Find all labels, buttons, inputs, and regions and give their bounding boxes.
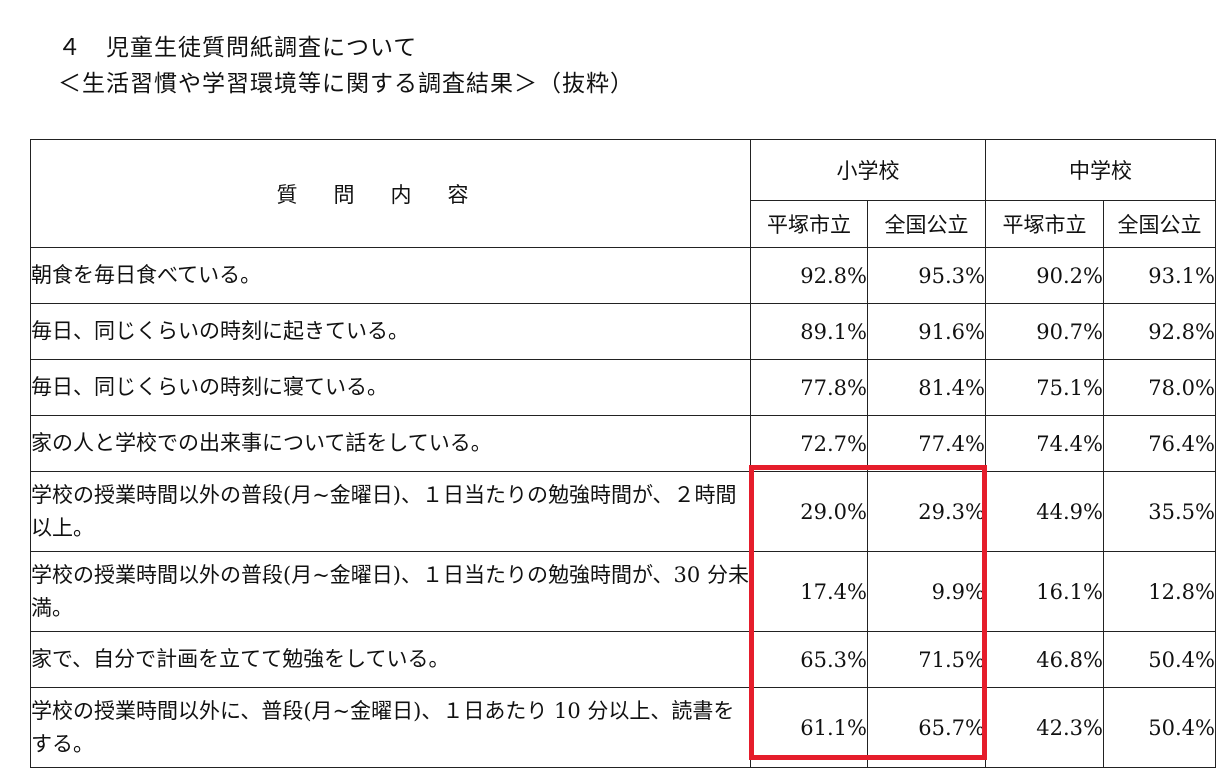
table-row: 家で、自分で計画を立てて勉強をしている。 65.3% 71.5% 46.8% 5…	[30, 631, 1216, 688]
value-elementary-city: 61.1%	[750, 687, 868, 768]
row-question: 朝食を毎日食べている。	[30, 247, 751, 304]
value-junior-city: 46.8%	[985, 631, 1104, 688]
value-junior-national: 76.4%	[1103, 415, 1216, 472]
value-junior-national: 92.8%	[1103, 303, 1216, 360]
row-question: 学校の授業時間以外の普段(月~金曜日)、１日当たりの勉強時間が、２時間以上。	[30, 471, 751, 552]
value-junior-city: 75.1%	[985, 359, 1104, 416]
table-row: 学校の授業時間以外に、普段(月~金曜日)、１日あたり 10 分以上、読書をする。…	[30, 687, 1216, 768]
section-subheading: ＜生活習慣や学習環境等に関する調査結果＞（抜粋）	[58, 71, 634, 97]
value-junior-national: 12.8%	[1103, 551, 1216, 632]
table-row: 毎日、同じくらいの時刻に起きている。 89.1% 91.6% 90.7% 92.…	[30, 303, 1216, 360]
header-elementary-national: 全国公立	[867, 200, 986, 248]
value-elementary-city: 77.8%	[750, 359, 868, 416]
value-junior-city: 74.4%	[985, 415, 1104, 472]
value-elementary-national: 71.5%	[867, 631, 986, 688]
row-question: 学校の授業時間以外に、普段(月~金曜日)、１日あたり 10 分以上、読書をする。	[30, 687, 751, 768]
table-row: 朝食を毎日食べている。 92.8% 95.3% 90.2% 93.1%	[30, 247, 1216, 304]
value-junior-city: 44.9%	[985, 471, 1104, 552]
value-elementary-national: 77.4%	[867, 415, 986, 472]
value-junior-city: 16.1%	[985, 551, 1104, 632]
value-elementary-city: 92.8%	[750, 247, 868, 304]
row-question: 家の人と学校での出来事について話をしている。	[30, 415, 751, 472]
value-junior-city: 90.2%	[985, 247, 1104, 304]
header-junior-national: 全国公立	[1103, 200, 1216, 248]
row-question: 毎日、同じくらいの時刻に寝ている。	[30, 359, 751, 416]
table-row: 学校の授業時間以外の普段(月~金曜日)、１日当たりの勉強時間が、30 分未満。 …	[30, 551, 1216, 632]
value-elementary-city: 72.7%	[750, 415, 868, 472]
section-heading: ４ 児童生徒質問紙調査について	[58, 35, 418, 61]
value-junior-national: 78.0%	[1103, 359, 1216, 416]
row-question: 学校の授業時間以外の普段(月~金曜日)、１日当たりの勉強時間が、30 分未満。	[30, 551, 751, 632]
header-junior-high: 中学校	[985, 139, 1216, 201]
value-junior-national: 93.1%	[1103, 247, 1216, 304]
value-elementary-national: 65.7%	[867, 687, 986, 768]
table-row: 家の人と学校での出来事について話をしている。 72.7% 77.4% 74.4%…	[30, 415, 1216, 472]
header-elementary-city: 平塚市立	[750, 200, 868, 248]
row-question: 毎日、同じくらいの時刻に起きている。	[30, 303, 751, 360]
table-row: 学校の授業時間以外の普段(月~金曜日)、１日当たりの勉強時間が、２時間以上。 2…	[30, 471, 1216, 552]
value-elementary-city: 89.1%	[750, 303, 868, 360]
value-junior-national: 50.4%	[1103, 687, 1216, 768]
value-junior-national: 35.5%	[1103, 471, 1216, 552]
value-junior-city: 42.3%	[985, 687, 1104, 768]
row-question: 家で、自分で計画を立てて勉強をしている。	[30, 631, 751, 688]
value-elementary-city: 29.0%	[750, 471, 868, 552]
header-question: 質問内容	[30, 139, 751, 248]
survey-results-table: 質問内容 小学校 中学校 平塚市立 全国公立 平塚市立 全国公立 朝食を毎日食べ…	[30, 139, 1216, 768]
header-junior-city: 平塚市立	[985, 200, 1104, 248]
value-elementary-national: 29.3%	[867, 471, 986, 552]
value-elementary-city: 65.3%	[750, 631, 868, 688]
value-elementary-city: 17.4%	[750, 551, 868, 632]
value-elementary-national: 95.3%	[867, 247, 986, 304]
value-elementary-national: 91.6%	[867, 303, 986, 360]
table-row: 毎日、同じくらいの時刻に寝ている。 77.8% 81.4% 75.1% 78.0…	[30, 359, 1216, 416]
value-junior-city: 90.7%	[985, 303, 1104, 360]
value-junior-national: 50.4%	[1103, 631, 1216, 688]
value-elementary-national: 81.4%	[867, 359, 986, 416]
header-elementary: 小学校	[750, 139, 986, 201]
value-elementary-national: 9.9%	[867, 551, 986, 632]
